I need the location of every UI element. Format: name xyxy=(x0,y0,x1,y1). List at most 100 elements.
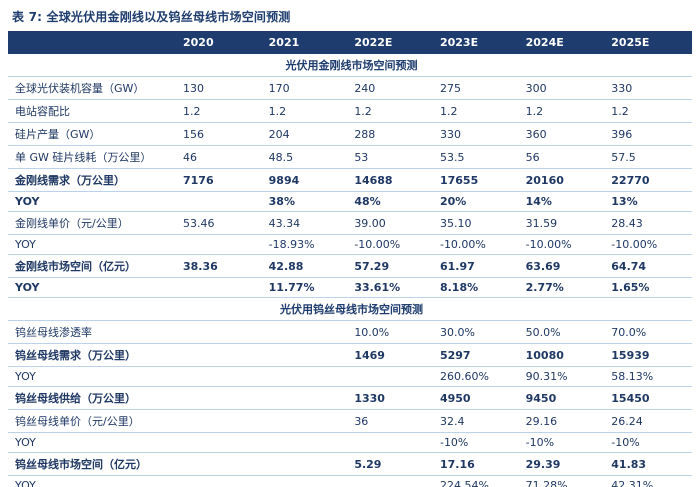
row-label: YOY xyxy=(8,234,178,255)
row-label: 钨丝母线单价（元/公里） xyxy=(8,409,178,433)
table-row: 金刚线单价（元/公里） 53.46 43.34 39.00 35.10 31.59 28.4… xyxy=(8,211,692,235)
header-cell-year: 2023E xyxy=(434,31,521,54)
cell-value: 5.29 xyxy=(349,452,435,476)
cell-value: 275 xyxy=(434,76,521,100)
cell-value: 42.88 xyxy=(263,254,350,278)
cell-value: 58.13% xyxy=(606,366,692,387)
header-cell-year: 2021 xyxy=(263,31,350,54)
row-label: 钨丝母线市场空间（亿元） xyxy=(8,452,178,476)
cell-value: 53 xyxy=(349,145,435,169)
row-label: 硅片产量（GW） xyxy=(8,122,178,146)
cell-value: 9450 xyxy=(520,386,607,410)
cell-value: 1.2 xyxy=(434,99,521,123)
cell-value: 15939 xyxy=(606,343,692,367)
cell-value xyxy=(263,452,350,476)
row-label: 电站容配比 xyxy=(8,99,178,123)
cell-value xyxy=(263,475,350,487)
section-header: 光伏用钨丝母线市场空间预测 xyxy=(8,297,692,321)
cell-value: 1.65% xyxy=(606,277,692,298)
cell-value: 204 xyxy=(263,122,350,146)
cell-value: 90.31% xyxy=(520,366,607,387)
cell-value xyxy=(178,409,264,433)
cell-value: 5297 xyxy=(434,343,521,367)
cell-value: 300 xyxy=(520,76,607,100)
cell-value: 41.83 xyxy=(606,452,692,476)
forecast-table: 2020 2021 2022E 2023E 2024E 2025E 光伏用金刚线市场空间预… xyxy=(8,31,692,487)
table-row: 硅片产量（GW） 156 204 288 330 360 396 xyxy=(8,122,692,146)
cell-value: 22770 xyxy=(606,168,692,192)
cell-value: 14688 xyxy=(349,168,435,192)
cell-value: -10% xyxy=(606,432,692,453)
cell-value xyxy=(263,386,350,410)
cell-value xyxy=(178,343,264,367)
section-header-row: 光伏用钨丝母线市场空间预测 xyxy=(8,297,692,321)
cell-value xyxy=(263,343,350,367)
table-row: YOY 38% 48% 20% 14% 13% xyxy=(8,191,692,212)
table-row: YOY 260.60% 90.31% 58.13% xyxy=(8,366,692,387)
cell-value: 20160 xyxy=(520,168,607,192)
cell-value xyxy=(263,409,350,433)
row-label: 钨丝母线需求（万公里） xyxy=(8,343,178,367)
cell-value: 13% xyxy=(606,191,692,212)
table-row: YOY -10% -10% -10% xyxy=(8,432,692,453)
cell-value: 53.46 xyxy=(178,211,264,235)
cell-value: -10% xyxy=(520,432,607,453)
cell-value: 330 xyxy=(606,76,692,100)
cell-value: 4950 xyxy=(434,386,521,410)
cell-value: 29.16 xyxy=(520,409,607,433)
row-label: 单 GW 硅片线耗（万公里） xyxy=(8,145,178,169)
cell-value: 1.2 xyxy=(520,99,607,123)
cell-value: 43.34 xyxy=(263,211,350,235)
section-header-row: 光伏用金刚线市场空间预测 xyxy=(8,54,692,77)
table-row: 钨丝母线渗透率 10.0% 30.0% 50.0% 70.0% xyxy=(8,320,692,344)
cell-value xyxy=(178,366,264,387)
cell-value: 10080 xyxy=(520,343,607,367)
cell-value: 38.36 xyxy=(178,254,264,278)
row-label: 钨丝母线供给（万公里） xyxy=(8,386,178,410)
cell-value: 32.4 xyxy=(434,409,521,433)
cell-value xyxy=(178,320,264,344)
cell-value: 31.59 xyxy=(520,211,607,235)
table-row: 电站容配比 1.2 1.2 1.2 1.2 1.2 1.2 xyxy=(8,99,692,123)
cell-value: -10.00% xyxy=(349,234,435,255)
cell-value xyxy=(178,277,264,298)
header-cell-year: 2020 xyxy=(178,31,264,54)
cell-value xyxy=(178,386,264,410)
cell-value: 1330 xyxy=(349,386,435,410)
cell-value: -10.00% xyxy=(434,234,521,255)
cell-value: 26.24 xyxy=(606,409,692,433)
table-row: 单 GW 硅片线耗（万公里） 46 48.5 53 53.5 56 57.5 xyxy=(8,145,692,169)
cell-value: 20% xyxy=(434,191,521,212)
table-row: 钨丝母线需求（万公里） 1469 5297 10080 15939 xyxy=(8,343,692,367)
table-row: 钨丝母线单价（元/公里） 36 32.4 29.16 26.24 xyxy=(8,409,692,433)
cell-value xyxy=(263,432,350,453)
cell-value: 17.16 xyxy=(434,452,521,476)
table-row: YOY 224.54% 71.28% 42.31% xyxy=(8,475,692,487)
cell-value: 8.18% xyxy=(434,277,521,298)
section-header: 光伏用金刚线市场空间预测 xyxy=(8,54,692,77)
header-cell-label xyxy=(8,31,178,54)
cell-value xyxy=(178,191,264,212)
cell-value: 38% xyxy=(263,191,350,212)
header-cell-year: 2022E xyxy=(349,31,435,54)
table-row: YOY 11.77% 33.61% 8.18% 2.77% 1.65% xyxy=(8,277,692,298)
row-label: YOY xyxy=(8,277,178,298)
cell-value: 46 xyxy=(178,145,264,169)
cell-value: 61.97 xyxy=(434,254,521,278)
cell-value: 71.28% xyxy=(520,475,607,487)
cell-value xyxy=(178,234,264,255)
cell-value: 14% xyxy=(520,191,607,212)
cell-value xyxy=(178,432,264,453)
header-cell-year: 2024E xyxy=(520,31,607,54)
cell-value: 28.43 xyxy=(606,211,692,235)
row-label: 钨丝母线渗透率 xyxy=(8,320,178,344)
cell-value: 63.69 xyxy=(520,254,607,278)
cell-value: -10.00% xyxy=(520,234,607,255)
row-label: 金刚线市场空间（亿元） xyxy=(8,254,178,278)
cell-value xyxy=(178,475,264,487)
table-title: 表 7: 全球光伏用金刚线以及钨丝母线市场空间预测 xyxy=(12,10,291,24)
cell-value: 42.31% xyxy=(606,475,692,487)
cell-value: 1.2 xyxy=(349,99,435,123)
cell-value: 29.39 xyxy=(520,452,607,476)
